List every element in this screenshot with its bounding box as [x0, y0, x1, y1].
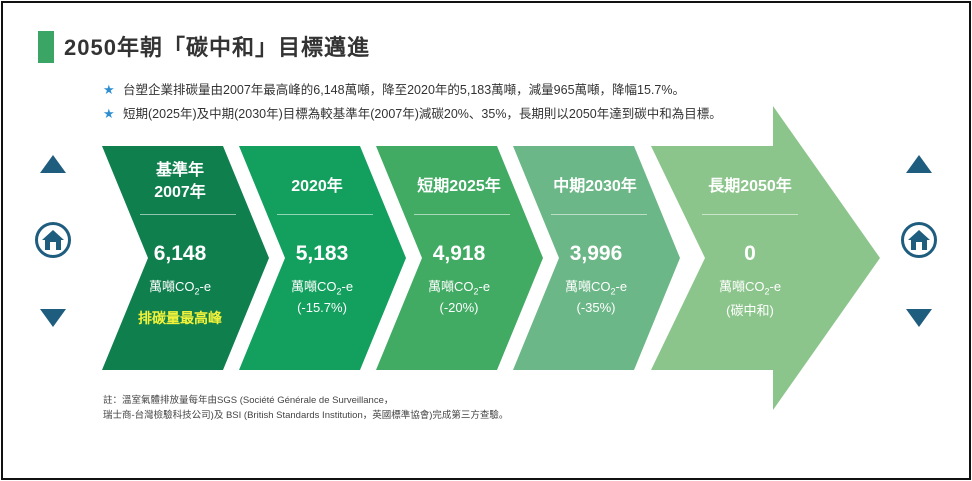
segment-unit: 萬噸CO2-e: [262, 276, 382, 297]
left-down-arrow-icon[interactable]: [39, 308, 67, 328]
unit-main: 萬噸CO: [148, 279, 195, 294]
footnote-line: 註：溫室氣體排放量每年由SGS (Société Générale de Sur…: [103, 395, 394, 406]
segment-value: 3,996: [569, 242, 623, 265]
segment-label: 基準年 2007年: [120, 160, 240, 204]
unit-main: 萬噸CO: [290, 279, 337, 294]
segment-label: 長期2050年: [680, 176, 820, 198]
unit-main: 萬噸CO: [564, 279, 611, 294]
segment-note: (-35%): [576, 300, 616, 315]
segment-label-line1: 短期2025年: [417, 178, 501, 195]
title-accent-bar: [38, 31, 54, 63]
unit-main: 萬噸CO: [718, 279, 765, 294]
segment-value: 5,183: [295, 242, 349, 265]
star-icon: ★: [103, 106, 115, 121]
segment-label-line1: 中期2030年: [553, 178, 637, 195]
segment-unit: 萬噸CO2-e: [690, 276, 810, 297]
segment-label-line1: 長期2050年: [708, 178, 792, 195]
segment-label: 2020年: [252, 176, 382, 198]
footnote-line: 瑞士商-台灣檢驗科技公司)及 BSI (British Standards In…: [103, 410, 509, 421]
segment-divider: [277, 214, 373, 215]
home-icon: [42, 230, 64, 250]
bullet-text: 台塑企業排碳量由2007年最高峰的6,148萬噸，降至2020年的5,183萬噸…: [123, 83, 685, 97]
bullet-item: ★ 台塑企業排碳量由2007年最高峰的6,148萬噸，降至2020年的5,183…: [103, 82, 722, 106]
segment-value: 6,148: [153, 242, 207, 265]
bullet-list: ★ 台塑企業排碳量由2007年最高峰的6,148萬噸，降至2020年的5,183…: [103, 82, 722, 130]
chevron-2030: [513, 146, 680, 370]
segment-divider: [414, 214, 510, 215]
unit-tail: -e: [769, 279, 782, 294]
segment-label: 中期2030年: [530, 176, 660, 198]
unit-tail: -e: [199, 279, 212, 294]
segment-unit: 萬噸CO2-e: [120, 276, 240, 297]
segment-label: 短期2025年: [394, 176, 524, 198]
bullet-item: ★ 短期(2025年)及中期(2030年)目標為較基準年(2007年)減碳20%…: [103, 106, 722, 130]
segment-value: 0: [744, 242, 756, 265]
segment-unit: 萬噸CO2-e: [536, 276, 656, 297]
segment-highlight: 排碳量最高峰: [138, 310, 222, 326]
bullet-text: 短期(2025年)及中期(2030年)目標為較基準年(2007年)減碳20%、3…: [123, 107, 722, 121]
segment-divider: [702, 214, 798, 215]
chevron-2007: [102, 146, 269, 370]
segment-unit: 萬噸CO2-e: [399, 276, 519, 297]
right-home-button[interactable]: [901, 222, 937, 258]
segment-divider: [551, 214, 647, 215]
left-home-button[interactable]: [35, 222, 71, 258]
unit-main: 萬噸CO: [427, 279, 474, 294]
chevron-2025: [376, 146, 543, 370]
unit-tail: -e: [341, 279, 354, 294]
home-icon: [908, 230, 930, 250]
segment-label-line1: 2020年: [291, 178, 343, 195]
star-icon: ★: [103, 82, 115, 97]
unit-sub: 2: [764, 286, 770, 297]
unit-tail: -e: [615, 279, 628, 294]
right-down-arrow-icon[interactable]: [905, 308, 933, 328]
unit-tail: -e: [478, 279, 491, 294]
segment-divider: [140, 214, 236, 215]
unit-sub: 2: [194, 286, 200, 297]
unit-sub: 2: [336, 286, 342, 297]
unit-sub: 2: [473, 286, 479, 297]
segment-label-line1: 基準年: [155, 162, 204, 179]
page-title: 2050年朝「碳中和」目標邁進: [64, 35, 370, 60]
footnote: 註：溫室氣體排放量每年由SGS (Société Générale de Sur…: [103, 393, 508, 423]
chevron-2020: [239, 146, 406, 370]
right-up-arrow-icon[interactable]: [905, 154, 933, 174]
chevron-2050: [651, 106, 880, 410]
segment-note: (-20%): [439, 300, 479, 315]
segment-note: (碳中和): [726, 303, 774, 318]
segment-label-line2: 2007年: [154, 184, 206, 201]
unit-sub: 2: [610, 286, 616, 297]
segment-value: 4,918: [432, 242, 486, 265]
left-up-arrow-icon[interactable]: [39, 154, 67, 174]
segment-note: (-15.7%): [297, 300, 347, 315]
